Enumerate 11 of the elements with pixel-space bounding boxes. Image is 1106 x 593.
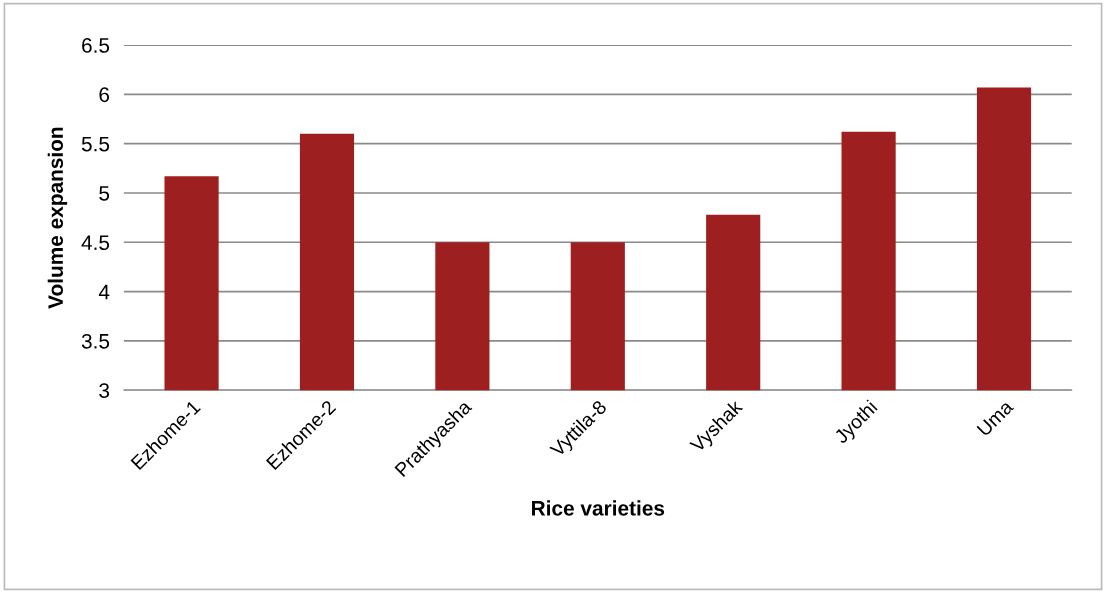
y-tick-label: 3.5	[81, 333, 110, 349]
y-tick-label: 5	[99, 186, 110, 201]
y-axis-title: Volume expansion	[47, 127, 68, 309]
y-tick-label: 6	[99, 87, 110, 103]
y-tick-label: 3	[99, 383, 110, 398]
y-tick-label: 6.5	[82, 38, 110, 53]
x-tick-label: Uma	[976, 399, 1015, 437]
y-tick-label: 5.5	[81, 136, 110, 152]
x-axis-title: Rice varieties	[532, 500, 665, 516]
y-tick-label: 4	[98, 284, 110, 300]
y-tick-label: 4.5	[81, 235, 110, 251]
